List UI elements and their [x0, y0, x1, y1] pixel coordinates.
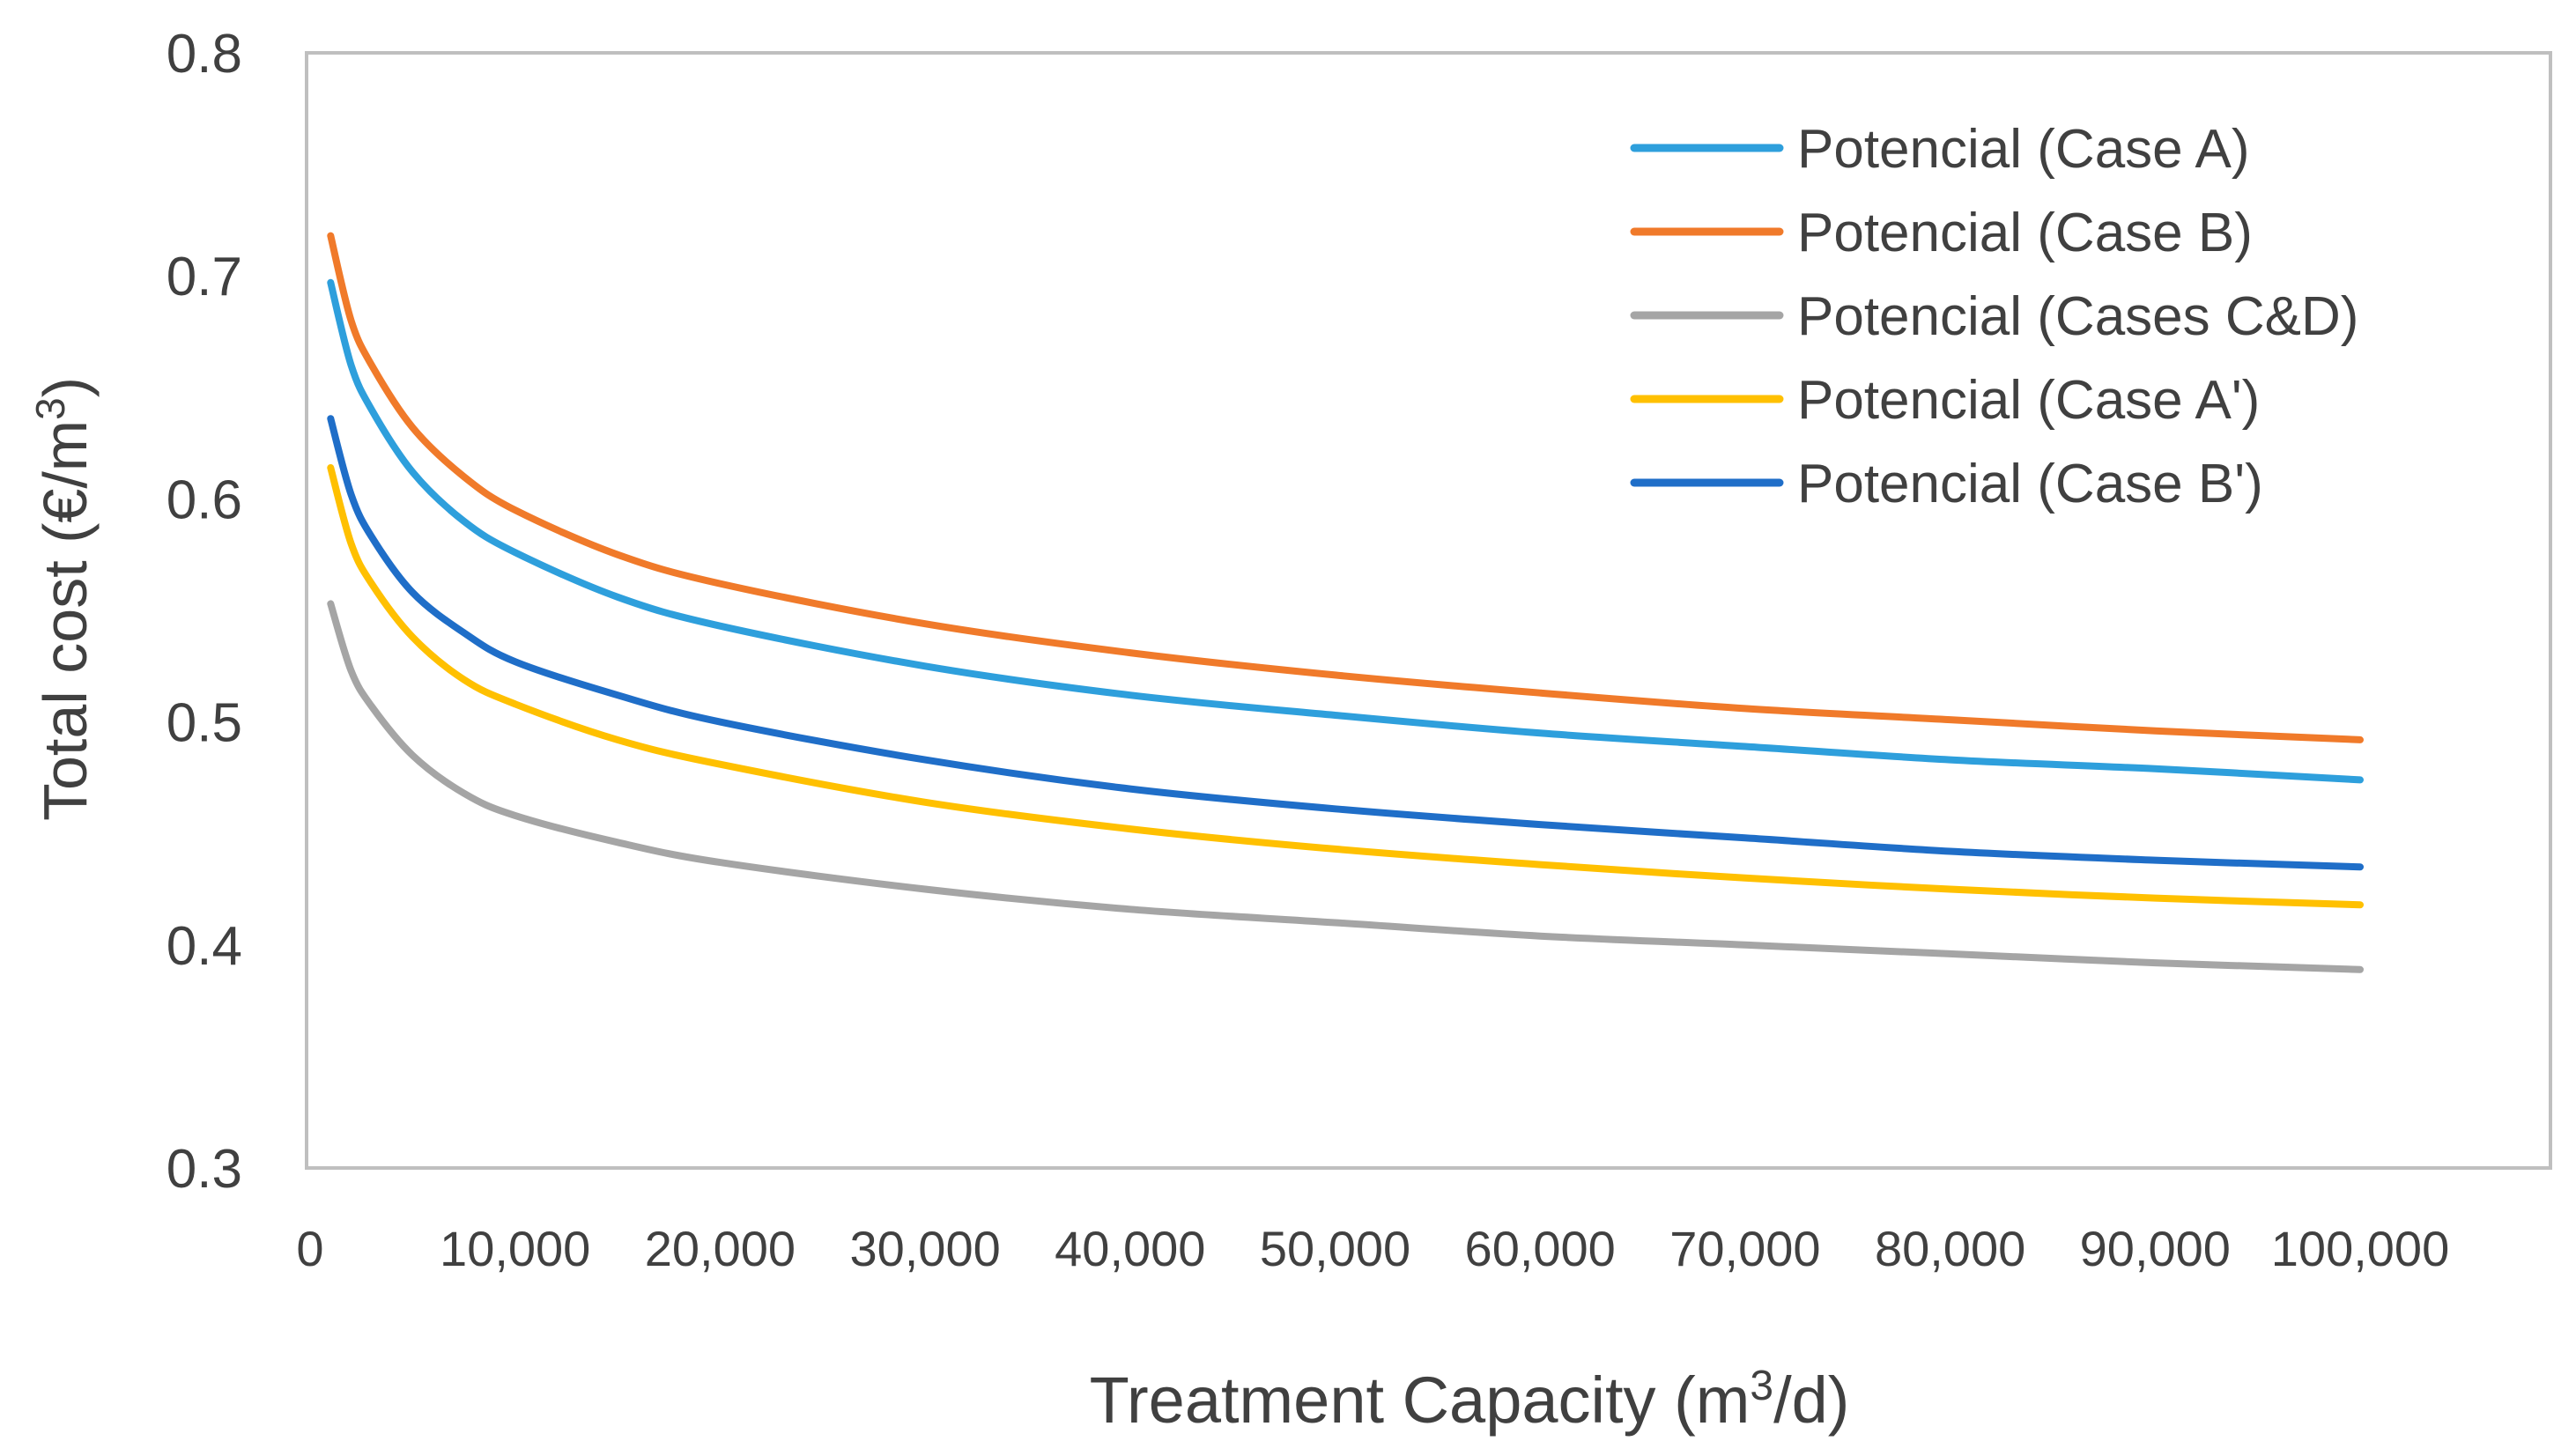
y-axis-title: Total cost (€/m3) [27, 377, 100, 821]
x-tick-label: 50,000 [1260, 1221, 1410, 1276]
x-tick-label: 0 [296, 1221, 323, 1276]
x-tick-label: 60,000 [1465, 1221, 1616, 1276]
legend: Potencial (Case A) Potencial (Case B) Pote… [1630, 119, 2358, 514]
legend-label: Potencial (Case A) [1797, 119, 2249, 180]
plot-area-border [305, 51, 2552, 1170]
y-tick-label: 0.3 [167, 1139, 242, 1200]
series-lines [327, 232, 2364, 973]
series-line-potencial-cases-c-d [327, 600, 2364, 973]
series-line-potencial-case-b [327, 232, 2364, 743]
x-tick-label: 20,000 [645, 1221, 796, 1276]
legend-item: Potencial (Case B') [1630, 454, 2263, 514]
legend-label: Potencial (Cases C&D) [1797, 286, 2358, 347]
x-axis-title: Treatment Capacity (m3/d) [1090, 1363, 1850, 1437]
x-tick-label: 70,000 [1669, 1221, 1820, 1276]
legend-item: Potencial (Case A') [1630, 370, 2260, 431]
x-tick-label: 90,000 [2080, 1221, 2231, 1276]
legend-label: Potencial (Case A') [1797, 370, 2260, 431]
y-tick-label: 0.8 [167, 24, 242, 85]
y-axis-ticks: 0.3 0.4 0.5 0.6 0.7 0.8 [167, 24, 242, 1200]
y-tick-label: 0.7 [167, 247, 242, 307]
series-line-potencial-case-a [327, 278, 2364, 784]
x-axis-ticks: 0 10,000 20,000 30,000 40,000 50,000 60,000 70,… [296, 1221, 2449, 1276]
x-tick-label: 40,000 [1055, 1221, 1205, 1276]
series-line-potencial-case-a [327, 464, 2364, 909]
x-tick-label: 30,000 [849, 1221, 1000, 1276]
y-tick-label: 0.6 [167, 469, 242, 530]
legend-label: Potencial (Case B') [1797, 454, 2263, 514]
x-tick-label: 80,000 [1875, 1221, 2025, 1276]
x-tick-label: 10,000 [440, 1221, 590, 1276]
legend-item: Potencial (Case B) [1630, 203, 2253, 263]
y-tick-label: 0.4 [167, 916, 242, 977]
legend-label: Potencial (Case B) [1797, 203, 2253, 263]
legend-item: Potencial (Cases C&D) [1630, 286, 2358, 347]
series-line-potencial-case-b [327, 415, 2364, 871]
legend-item: Potencial (Case A) [1630, 119, 2249, 180]
x-tick-label: 100,000 [2271, 1221, 2449, 1276]
y-tick-label: 0.5 [167, 693, 242, 754]
